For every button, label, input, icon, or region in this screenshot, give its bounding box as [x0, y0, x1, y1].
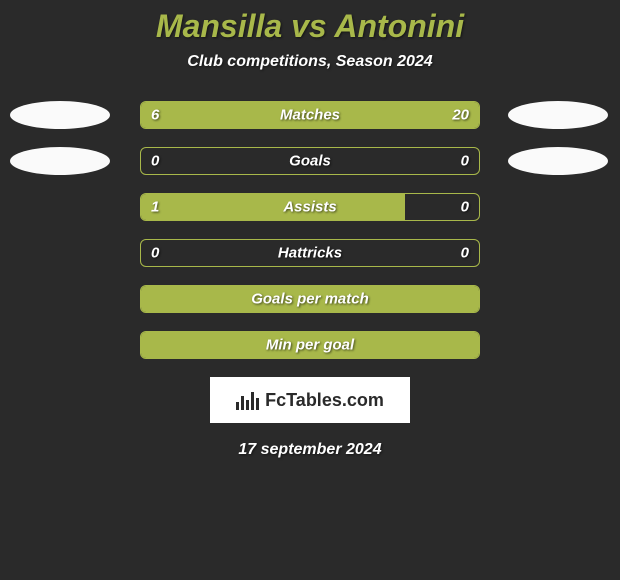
bar-track: 0 Hattricks 0	[140, 239, 480, 267]
value-right: 20	[452, 107, 469, 124]
value-right: 0	[461, 199, 469, 216]
comparison-row: 1 Assists 0	[0, 193, 620, 221]
logo-text: FcTables.com	[265, 390, 384, 411]
logo: FcTables.com	[210, 377, 410, 423]
comparison-row: Goals per match	[0, 285, 620, 313]
subtitle: Club competitions, Season 2024	[187, 53, 432, 71]
bar-track: 1 Assists 0	[140, 193, 480, 221]
player-oval-right	[508, 101, 608, 129]
logo-bars-icon	[236, 390, 259, 410]
bar-track: 0 Goals 0	[140, 147, 480, 175]
comparison-row: 0 Hattricks 0	[0, 239, 620, 267]
value-left: 0	[151, 245, 159, 262]
comparison-row: Min per goal	[0, 331, 620, 359]
bar-label: Assists	[283, 199, 336, 216]
bar-track: Goals per match	[140, 285, 480, 313]
value-left: 6	[151, 107, 159, 124]
bar-label: Goals per match	[251, 291, 369, 308]
page-title: Mansilla vs Antonini	[156, 8, 464, 45]
bar-track: Min per goal	[140, 331, 480, 359]
bar-label: Matches	[280, 107, 340, 124]
date-label: 17 september 2024	[238, 441, 381, 459]
player-oval-right	[508, 147, 608, 175]
bar-label: Min per goal	[266, 337, 354, 354]
comparison-row: 6 Matches 20	[0, 101, 620, 129]
comparison-row: 0 Goals 0	[0, 147, 620, 175]
bar-label: Goals	[289, 153, 331, 170]
player-oval-left	[10, 147, 110, 175]
bar-left	[141, 194, 405, 220]
value-left: 1	[151, 199, 159, 216]
player-oval-left	[10, 101, 110, 129]
bar-track: 6 Matches 20	[140, 101, 480, 129]
value-right: 0	[461, 153, 469, 170]
bar-label: Hattricks	[278, 245, 342, 262]
bar-right	[219, 102, 479, 128]
value-right: 0	[461, 245, 469, 262]
value-left: 0	[151, 153, 159, 170]
comparison-container: 6 Matches 20 0 Goals 0 1 Assists 0 0 Hat…	[0, 101, 620, 359]
